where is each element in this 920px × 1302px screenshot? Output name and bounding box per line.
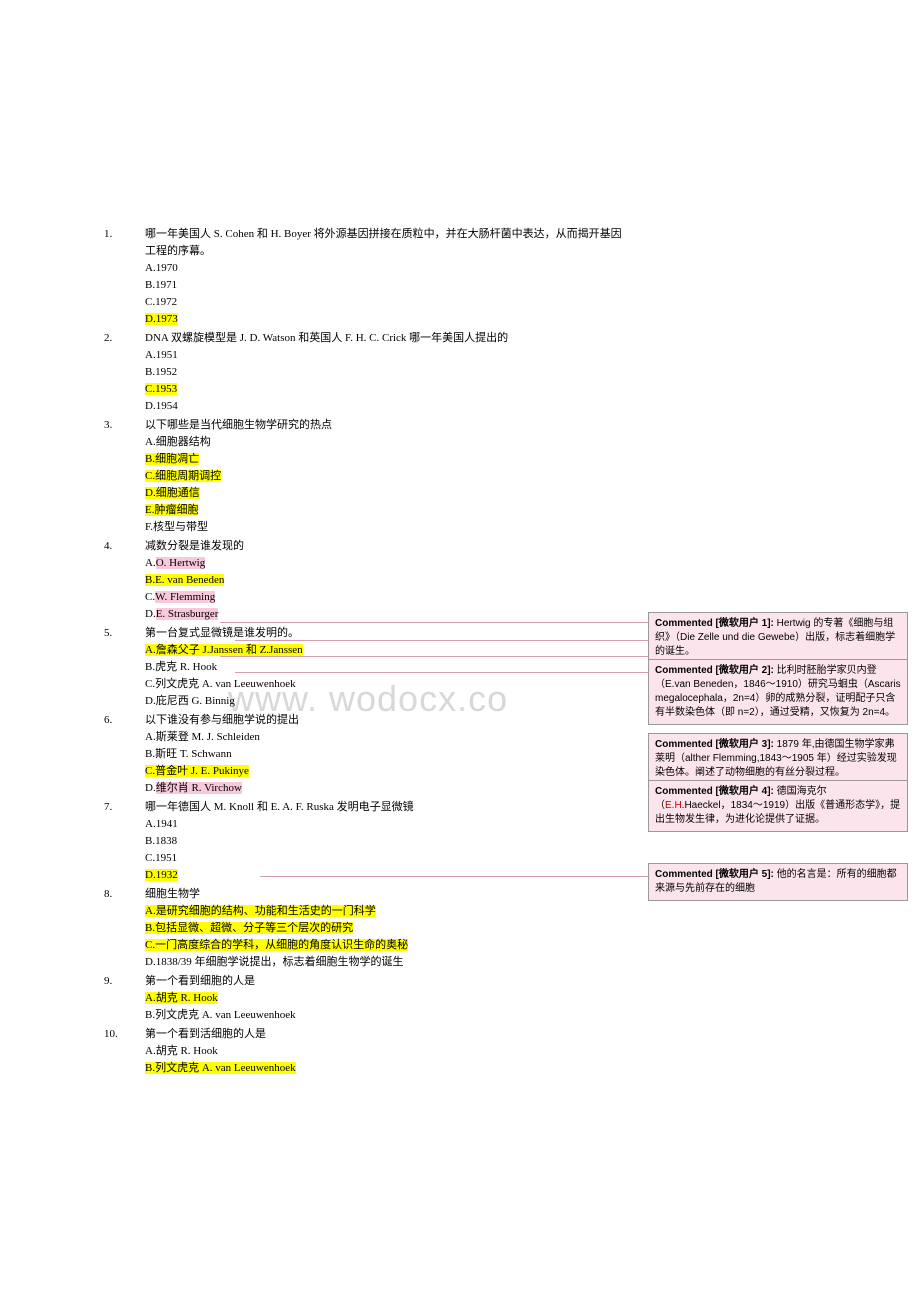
- question-text: 第一个看到活细胞的人是: [145, 1026, 630, 1043]
- question: 7.哪一年德国人 M. Knoll 和 E. A. F. Ruska 发明电子显…: [100, 799, 630, 884]
- comment-label: Commented [微软用户 1]:: [655, 618, 777, 629]
- option: D.维尔肖 R. Virchow: [100, 780, 630, 797]
- comment-connector: [220, 656, 648, 657]
- option: E.肿瘤细胞: [100, 502, 630, 519]
- question-text: 细胞生物学: [145, 886, 630, 903]
- question-number: 1.: [100, 226, 145, 260]
- question: 2.DNA 双螺旋模型是 J. D. Watson 和英国人 F. H. C. …: [100, 330, 630, 415]
- question-text: 减数分裂是谁发现的: [145, 538, 630, 555]
- question-number: 4.: [100, 538, 145, 555]
- question: 5.第一台复式显微镜是谁发明的。A.詹森父子 J.Janssen 和 Z.Jan…: [100, 625, 630, 710]
- option: B.1838: [100, 833, 630, 850]
- option: C.列文虎克 A. van Leeuwenhoek: [100, 676, 630, 693]
- question: 1.哪一年美国人 S. Cohen 和 H. Boyer 将外源基因拼接在质粒中…: [100, 226, 630, 328]
- option: A.1941: [100, 816, 630, 833]
- comment-box: Commented [微软用户 5]: 他的名言是：所有的细胞都来源与先前存在的…: [648, 863, 908, 901]
- option: B.E. van Beneden: [100, 572, 630, 589]
- question-number: 8.: [100, 886, 145, 903]
- option: C.1951: [100, 850, 630, 867]
- comment-connector: [260, 876, 648, 877]
- option: C.普金叶 J. E. Pukinye: [100, 763, 630, 780]
- option: A.O. Hertwig: [100, 555, 630, 572]
- comment-connector: [235, 672, 648, 673]
- question-number: 10.: [100, 1026, 145, 1043]
- option: A.胡克 R. Hook: [100, 1043, 630, 1060]
- question: 10.第一个看到活细胞的人是A.胡克 R. HookB.列文虎克 A. van …: [100, 1026, 630, 1077]
- option: D.1973: [100, 311, 630, 328]
- option: A.是研究细胞的结构、功能和生活史的一门科学: [100, 903, 630, 920]
- option: A.1970: [100, 260, 630, 277]
- question-text: 哪一年美国人 S. Cohen 和 H. Boyer 将外源基因拼接在质粒中，并…: [145, 226, 630, 260]
- question-number: 2.: [100, 330, 145, 347]
- option: D.E. Strasburger: [100, 606, 630, 623]
- question-text: 以下谁没有参与细胞学说的提出: [145, 712, 630, 729]
- comment-label: Commented [微软用户 2]:: [655, 665, 777, 676]
- option: C.1972: [100, 294, 630, 311]
- question-text: DNA 双螺旋模型是 J. D. Watson 和英国人 F. H. C. Cr…: [145, 330, 630, 347]
- option: C.W. Flemming: [100, 589, 630, 606]
- option: C.细胞周期调控: [100, 468, 630, 485]
- comment-label: Commented [微软用户 4]:: [655, 786, 777, 797]
- option: B.包括显微、超微、分子等三个层次的研究: [100, 920, 630, 937]
- option: D.1954: [100, 398, 630, 415]
- option: B.1971: [100, 277, 630, 294]
- option: B.虎克 R. Hook: [100, 659, 630, 676]
- comment-box: Commented [微软用户 2]: 比利时胚胎学家贝内登（E.van Ben…: [648, 659, 908, 725]
- question-text: 第一个看到细胞的人是: [145, 973, 630, 990]
- question-text: 哪一年德国人 M. Knoll 和 E. A. F. Ruska 发明电子显微镜: [145, 799, 630, 816]
- option: A.1951: [100, 347, 630, 364]
- option: A.斯莱登 M. J. Schleiden: [100, 729, 630, 746]
- comment-label: Commented [微软用户 5]:: [655, 869, 777, 880]
- document-page: 1.哪一年美国人 S. Cohen 和 H. Boyer 将外源基因拼接在质粒中…: [100, 226, 630, 1079]
- option: D.庇尼西 G. Binnig: [100, 693, 630, 710]
- comment-connector: [220, 622, 648, 623]
- question: 6.以下谁没有参与细胞学说的提出A.斯莱登 M. J. SchleidenB.斯…: [100, 712, 630, 797]
- question-number: 3.: [100, 417, 145, 434]
- question: 4.减数分裂是谁发现的A.O. HertwigB.E. van BenedenC…: [100, 538, 630, 623]
- option: A.胡克 R. Hook: [100, 990, 630, 1007]
- option: B.细胞凋亡: [100, 451, 630, 468]
- option: D.细胞通信: [100, 485, 630, 502]
- option: B.列文虎克 A. van Leeuwenhoek: [100, 1060, 630, 1077]
- option: D.1838/39 年细胞学说提出，标志着细胞生物学的诞生: [100, 954, 630, 971]
- option: B.斯旺 T. Schwann: [100, 746, 630, 763]
- comment-box: Commented [微软用户 4]: 德国海克尔（E.H.Haeckel，18…: [648, 780, 908, 832]
- option: F.核型与带型: [100, 519, 630, 536]
- question-number: 6.: [100, 712, 145, 729]
- question: 8.细胞生物学A.是研究细胞的结构、功能和生活史的一门科学B.包括显微、超微、分…: [100, 886, 630, 971]
- comment-box: Commented [微软用户 3]: 1879 年,由德国生物学家弗莱明（al…: [648, 733, 908, 785]
- option: C.一门高度综合的学科，从细胞的角度认识生命的奥秘: [100, 937, 630, 954]
- option: B.1952: [100, 364, 630, 381]
- option: B.列文虎克 A. van Leeuwenhoek: [100, 1007, 630, 1024]
- question-number: 9.: [100, 973, 145, 990]
- question-number: 5.: [100, 625, 145, 642]
- question: 9.第一个看到细胞的人是A.胡克 R. HookB.列文虎克 A. van Le…: [100, 973, 630, 1024]
- question: 3.以下哪些是当代细胞生物学研究的热点A.细胞器结构B.细胞凋亡C.细胞周期调控…: [100, 417, 630, 536]
- option: A.细胞器结构: [100, 434, 630, 451]
- comment-label: Commented [微软用户 3]:: [655, 739, 777, 750]
- question-number: 7.: [100, 799, 145, 816]
- comment-connector: [235, 640, 648, 641]
- question-text: 以下哪些是当代细胞生物学研究的热点: [145, 417, 630, 434]
- option: C.1953: [100, 381, 630, 398]
- comment-box: Commented [微软用户 1]: Hertwig 的专著《细胞与组织》（D…: [648, 612, 908, 664]
